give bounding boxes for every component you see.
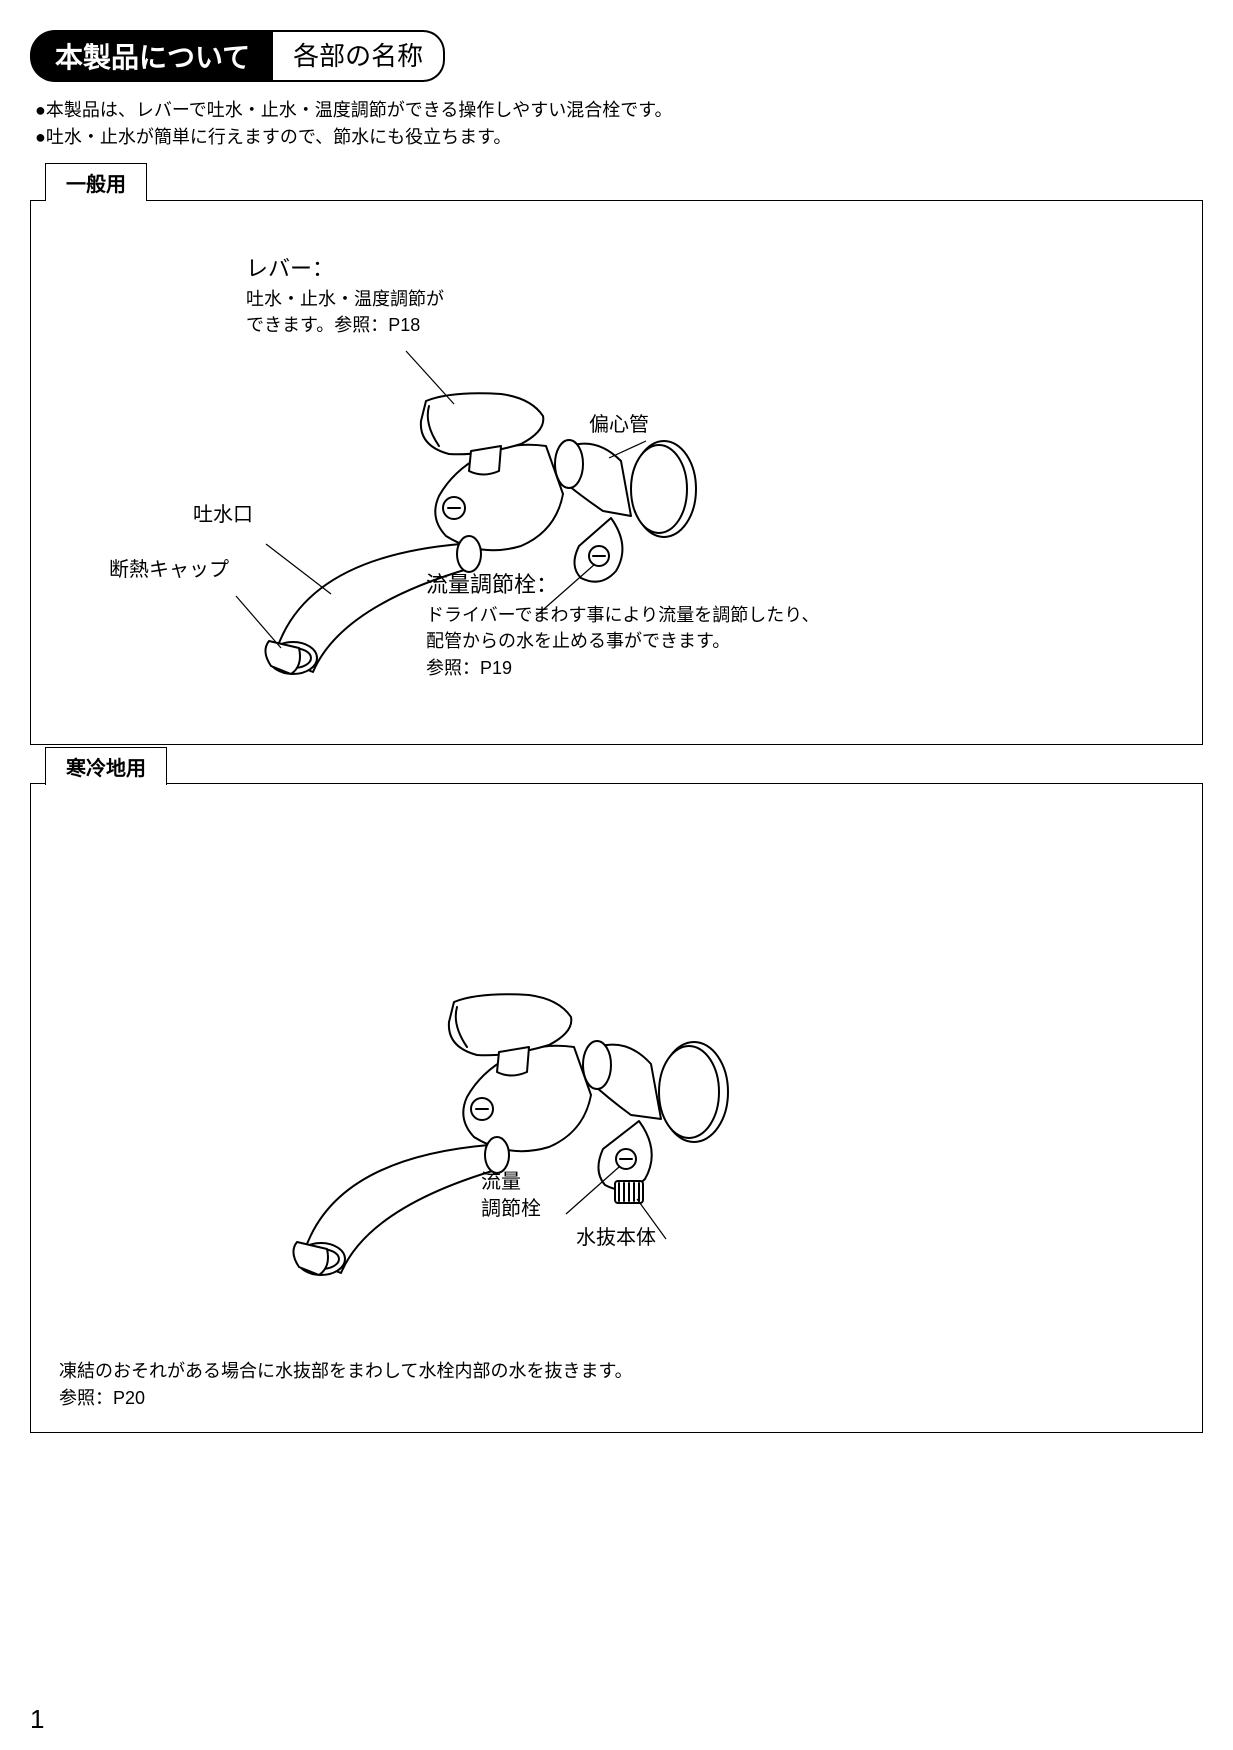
lever-title: レバー： [246,253,444,285]
page-header: 本製品について 各部の名称 [30,30,1203,82]
flow-desc-1: ドライバーでまわす事により流量を調節したり、 [426,602,819,628]
eccentric-label: 偏心管 [589,411,649,440]
cold-note-2: 参照：P20 [59,1385,633,1412]
intro-text: ●本製品は、レバーで吐水・止水・温度調節ができる操作しやすい混合栓です。 ●吐水… [35,97,1203,151]
heatcap-label: 断熱キャップ [109,556,229,585]
cold-note: 凍結のおそれがある場合に水抜部をまわして水栓内部の水を抜きます。 参照：P20 [59,1358,633,1412]
cold-tab: 寒冷地用 [45,747,167,785]
flow-desc-2: 配管からの水を止める事ができます。 [426,628,819,654]
intro-line-1: ●本製品は、レバーで吐水・止水・温度調節ができる操作しやすい混合栓です。 [35,97,1203,124]
cold-flow-label: 流量 調節栓 [481,1169,541,1223]
general-section: レバー： 吐水・止水・温度調節が できます。参照：P18 偏心管 吐水口 断熱キ… [30,200,1203,745]
header-title-group: 本製品について 各部の名称 [30,30,445,82]
lever-desc-1: 吐水・止水・温度調節が [246,286,444,312]
outlet-label: 吐水口 [193,501,253,530]
cold-flow-1: 流量 [481,1169,541,1196]
general-tab: 一般用 [45,163,147,201]
cold-note-1: 凍結のおそれがある場合に水抜部をまわして水栓内部の水を抜きます。 [59,1358,633,1385]
sub-title: 各部の名称 [273,30,445,82]
flow-desc-3: 参照：P19 [426,655,819,681]
flow-label: 流量調節栓： ドライバーでまわす事により流量を調節したり、 配管からの水を止める… [426,569,819,681]
intro-line-2: ●吐水・止水が簡単に行えますので、節水にも役立ちます。 [35,124,1203,151]
cold-section: 流量 調節栓 水抜本体 凍結のおそれがある場合に水抜部をまわして水栓内部の水を抜… [30,783,1203,1433]
page-number: 1 [30,1704,44,1735]
lever-label: レバー： 吐水・止水・温度調節が できます。参照：P18 [246,253,444,339]
cold-flow-2: 調節栓 [481,1196,541,1223]
drain-body-label: 水抜本体 [576,1224,656,1253]
flow-title: 流量調節栓： [426,569,819,601]
main-title: 本製品について [30,30,275,82]
cold-faucet-diagram [221,839,781,1299]
lever-desc-2: できます。参照：P18 [246,312,444,338]
